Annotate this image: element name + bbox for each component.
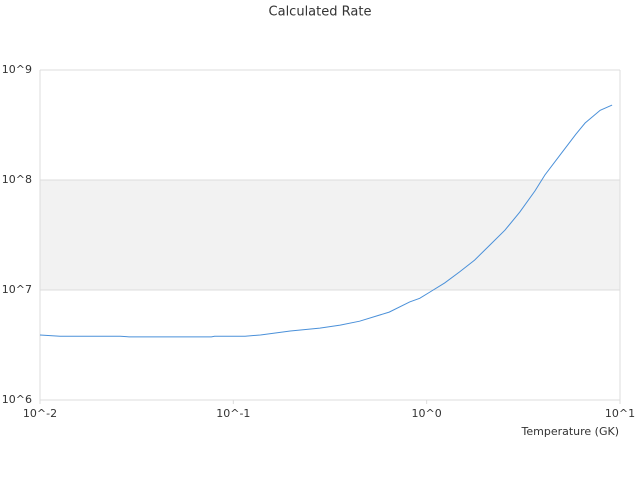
x-axis-label: Temperature (GK) [521,425,620,438]
y-tick-label: 10^6 [2,393,32,406]
x-tick-label: 10^-1 [216,407,250,420]
y-tick-label: 10^9 [2,63,32,76]
y-tick-label: 10^8 [2,173,32,186]
chart-title: Calculated Rate [269,5,372,20]
x-tick-label: 10^1 [605,407,635,420]
x-tick-label: 10^0 [412,407,442,420]
x-tick-label: 10^-2 [23,407,57,420]
y-tick-label: 10^7 [2,283,32,296]
plot-band [40,180,620,290]
data-line [39,104,613,338]
